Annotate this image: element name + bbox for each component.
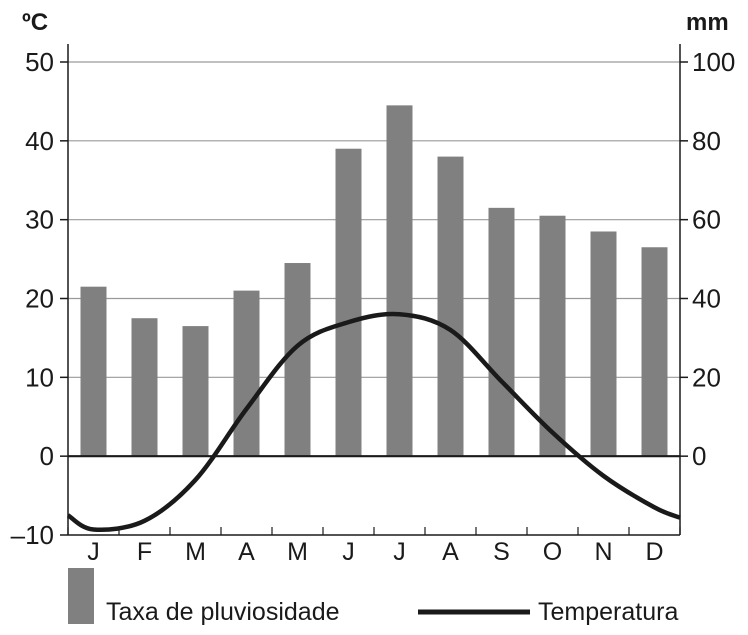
month-label-9: O	[543, 538, 562, 566]
right-tick-labels: 100 80 60 40 20 0	[692, 47, 735, 471]
right-tick-label-5: 0	[692, 441, 706, 471]
rain-bar-8	[488, 207, 515, 457]
right-axis-unit: mm	[686, 9, 729, 36]
month-label-7: A	[442, 538, 459, 566]
rain-bar-0	[80, 286, 107, 457]
month-label-2: M	[185, 538, 206, 566]
legend-rain-label: Taxa de pluviosidade	[106, 598, 340, 626]
rain-bar-3	[233, 290, 260, 457]
legend: Taxa de pluviosidade Temperatura	[68, 568, 678, 626]
bars-group	[80, 105, 668, 457]
rain-bar-4	[284, 263, 311, 457]
month-label-3: A	[238, 538, 255, 566]
left-tick-label-4: 10	[25, 362, 54, 392]
rain-bar-6	[386, 105, 413, 457]
left-tick-labels: 50 40 30 20 10 0 –10	[11, 47, 54, 550]
legend-temperature-label: Temperatura	[538, 598, 678, 626]
rain-bar-7	[437, 156, 464, 457]
month-label-4: M	[287, 538, 308, 566]
right-tick-label-1: 80	[692, 126, 721, 156]
temperature-line-group	[66, 311, 681, 532]
legend-rain-swatch	[68, 568, 94, 624]
rain-bar-11	[641, 247, 668, 457]
left-tick-label-5: 0	[40, 441, 54, 471]
right-tick-label-2: 60	[692, 205, 721, 235]
month-label-1: F	[137, 538, 152, 566]
left-axis-unit: ºC	[22, 9, 48, 36]
rain-bar-10	[590, 231, 617, 457]
rain-bar-5	[335, 148, 362, 457]
right-tick-label-3: 40	[692, 284, 721, 314]
gridlines	[68, 61, 680, 378]
rain-bar-2	[182, 326, 209, 457]
left-tick-label-1: 40	[25, 126, 54, 156]
month-label-0: J	[87, 538, 100, 566]
right-tick-label-4: 20	[692, 362, 721, 392]
month-label-10: N	[594, 538, 612, 566]
right-tick-label-0: 100	[692, 47, 735, 77]
rain-bar-1	[131, 318, 158, 457]
month-label-5: J	[342, 538, 355, 566]
temperature-line	[66, 311, 681, 532]
left-tick-label-0: 50	[25, 47, 54, 77]
month-label-6: J	[393, 538, 406, 566]
month-label-11: D	[645, 538, 663, 566]
left-tick-label-3: 20	[25, 284, 54, 314]
left-tick-label-2: 30	[25, 205, 54, 235]
left-tick-label-6: –10	[11, 520, 54, 550]
rain-bar-9	[539, 215, 566, 457]
month-label-8: S	[493, 538, 510, 566]
